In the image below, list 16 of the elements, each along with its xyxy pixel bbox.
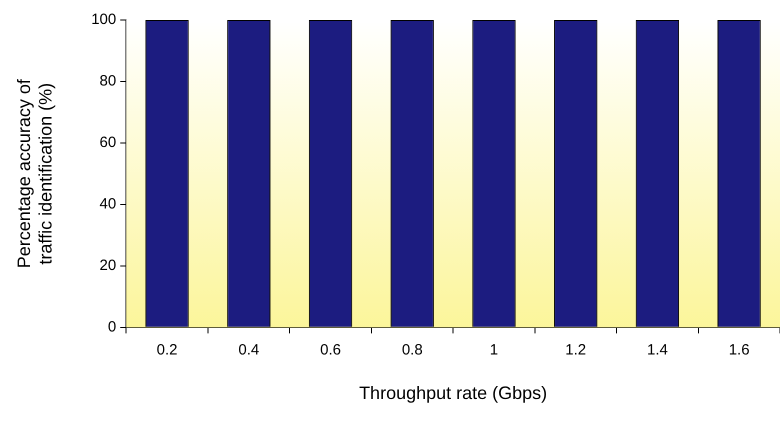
y-axis-title: Percentage accuracy of traffic identification (%)	[14, 78, 56, 268]
y-tick-label: 60	[100, 134, 116, 152]
x-tick-label: 0.6	[320, 342, 341, 359]
x-tick-label: 1.6	[728, 342, 750, 359]
x-tick-label: 0.8	[402, 342, 423, 359]
y-tick-label: 20	[100, 257, 116, 274]
x-axis-title: Throughput rate (Gbps)	[359, 383, 548, 404]
y-tick-label: 100	[91, 11, 116, 28]
x-tick-label: 1.2	[565, 342, 586, 359]
y-tick-label: 80	[100, 72, 116, 90]
x-tick-label: 0.4	[238, 342, 260, 359]
x-tick-label: 1	[490, 342, 498, 359]
y-tick-label: 40	[100, 196, 116, 213]
x-tick-label: 1.4	[646, 342, 668, 359]
y-tick-label: 0	[108, 318, 116, 336]
x-tick-label: 0.2	[156, 342, 178, 359]
